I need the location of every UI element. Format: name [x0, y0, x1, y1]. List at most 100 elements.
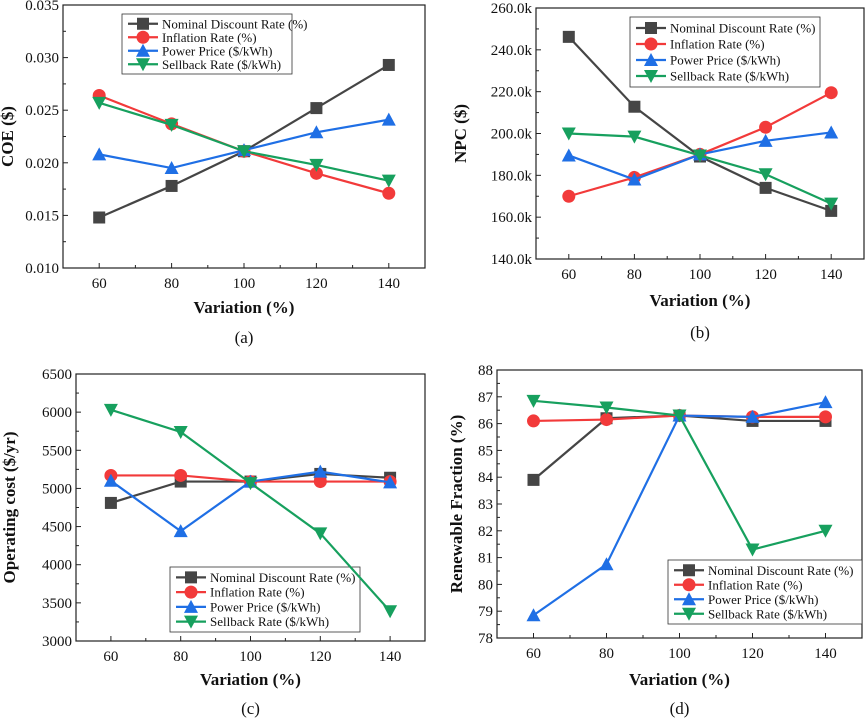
series-nominal [93, 58, 395, 224]
data-point [600, 413, 613, 427]
y-axis-title: Operating cost ($/yr) [0, 431, 19, 583]
legend-marker [644, 70, 658, 83]
y-tick-label: 0.025 [25, 103, 59, 119]
x-tick-label: 120 [309, 649, 332, 665]
x-tick-label: 100 [668, 646, 691, 662]
x-tick-label: 120 [741, 646, 764, 662]
data-point [672, 409, 687, 423]
series-line [568, 132, 832, 205]
chart-panel-a: 0.010 0.015 0.020 0.025 0.030 0.035 60 80 100 120… [0, 0, 426, 347]
chart-panel-c: 3000 3500 4000 4500 5000 5500 6000 6500 60 80 100 1… [0, 367, 426, 718]
legend-label: Inflation Rate (%) [210, 585, 305, 600]
y-tick-label: 240.0k [491, 43, 533, 59]
legend-label: Power Price ($/kWh) [670, 53, 780, 68]
data-point [526, 608, 541, 622]
data-point [758, 133, 773, 147]
y-tick-label: 85 [478, 443, 493, 459]
data-point [693, 149, 707, 163]
x-tick-label: 80 [173, 649, 188, 665]
data-point [103, 473, 118, 487]
data-point [164, 161, 179, 175]
data-point [759, 120, 773, 134]
series-line [98, 101, 390, 182]
legend-marker [136, 30, 150, 44]
y-axis-title: NPC ($) [451, 104, 470, 163]
legend-label: Nominal Discount Rate (%) [670, 21, 816, 36]
legend: Nominal Discount Rate (%)Inflation Rate … [629, 16, 821, 88]
x-tick-label: 120 [754, 267, 777, 283]
data-point [164, 118, 179, 132]
legend-marker [683, 564, 695, 577]
y-tick-label: 3000 [42, 634, 72, 650]
series-line [568, 91, 832, 198]
legend: Nominal Discount Rate (%)Inflation Rate … [169, 566, 361, 633]
data-point [103, 403, 118, 417]
legend-label: Sellback Rate ($/kWh) [670, 69, 789, 84]
y-tick-label: 260.0k [491, 1, 533, 17]
data-point [527, 473, 540, 486]
legend-marker [682, 592, 696, 606]
data-point [382, 186, 396, 200]
series-sellback [526, 394, 833, 557]
y-tick-label: 81 [478, 551, 493, 567]
data-point [527, 414, 540, 428]
panel-caption: (b) [690, 323, 710, 342]
y-tick-label: 87 [478, 390, 494, 406]
data-point [381, 174, 396, 188]
data-point [309, 166, 323, 180]
data-point [562, 189, 576, 203]
data-point [526, 394, 541, 408]
data-point [562, 30, 575, 43]
x-axis-title: Variation (%) [629, 670, 730, 689]
legend-marker [185, 571, 197, 584]
y-tick-label: 4500 [42, 520, 72, 536]
legend-label: Inflation Rate (%) [162, 30, 257, 45]
legend-label: Sellback Rate ($/kWh) [708, 606, 827, 621]
y-tick-label: 220.0k [491, 85, 533, 101]
data-point [824, 86, 838, 100]
y-tick-label: 0.030 [25, 51, 59, 67]
panel-caption: (d) [670, 699, 690, 718]
legend: Nominal Discount Rate (%)Inflation Rate … [121, 13, 308, 75]
y-tick-label: 84 [478, 470, 494, 486]
data-point [745, 543, 760, 557]
y-tick-label: 4000 [42, 558, 72, 574]
y-tick-label: 86 [478, 417, 494, 433]
data-point [174, 468, 188, 482]
y-tick-label: 88 [478, 363, 493, 379]
y-tick-label: 160.0k [491, 210, 533, 226]
y-tick-label: 5000 [42, 481, 72, 497]
y-tick-label: 80 [478, 577, 493, 593]
data-point [758, 168, 773, 182]
x-tick-label: 120 [305, 276, 328, 292]
x-tick-label: 100 [233, 276, 256, 292]
chart-panel-b: 140.0k 160.0k 180.0k 200.0k 220.0k 240.0k 260.… [451, 1, 865, 342]
x-tick-label: 60 [561, 267, 576, 283]
y-tick-label: 79 [478, 604, 493, 620]
x-tick-label: 140 [820, 267, 843, 283]
legend: Nominal Discount Rate (%)Inflation Rate … [667, 559, 863, 625]
data-point [92, 96, 107, 110]
y-tick-label: 0.010 [25, 261, 59, 277]
y-tick-label: 3500 [42, 596, 72, 612]
legend-label: Inflation Rate (%) [670, 37, 765, 52]
data-point [824, 125, 839, 139]
data-point [599, 401, 614, 415]
data-point [381, 112, 396, 126]
data-point [173, 524, 188, 538]
legend-label: Power Price ($/kWh) [210, 599, 320, 614]
data-point [818, 524, 833, 538]
y-tick-label: 82 [478, 524, 493, 540]
data-point [173, 425, 188, 439]
x-tick-label: 100 [689, 267, 712, 283]
x-tick-label: 100 [239, 649, 262, 665]
y-tick-label: 140.0k [491, 252, 533, 268]
data-point [383, 475, 398, 489]
y-tick-label: 5500 [42, 443, 72, 459]
x-tick-label: 140 [379, 649, 402, 665]
y-tick-label: 0.015 [25, 208, 59, 224]
data-point [627, 130, 642, 144]
y-tick-label: 6000 [42, 405, 72, 421]
data-point [313, 464, 328, 478]
